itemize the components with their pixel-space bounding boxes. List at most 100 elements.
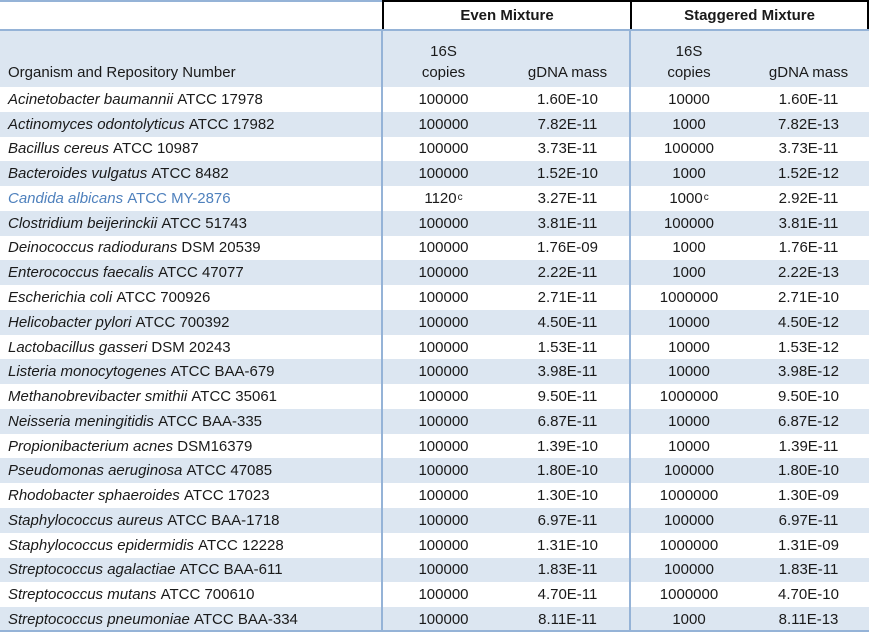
organism-column-header: Organism and Repository Number: [0, 31, 382, 87]
even-16s-copies-cell: 100000: [418, 511, 469, 529]
staggered-16s-copies-cell: 1000: [672, 239, 706, 257]
table-row: Neisseria meningitidis ATCC BAA-335 10000…: [0, 408, 869, 434]
even-gdna-mass-cell: 1.53E-11: [537, 338, 598, 356]
table-row: Streptococcus agalactiae ATCC BAA-611 100…: [0, 557, 869, 583]
even-gdna-mass-cell: 7.82E-11: [537, 115, 598, 133]
staggered-gdna-mass-cell: 1.76E-11: [778, 239, 839, 257]
staggered-16s-copies-cell: 10000: [668, 437, 710, 455]
table-row: Staphylococcus epidermidis ATCC 12228 100…: [0, 533, 869, 558]
organism-cell: Clostridium beijerinckii ATCC 51743: [8, 214, 247, 232]
group-header-even-mixture: Even Mixture: [382, 0, 630, 29]
staggered-16s-copies-cell: 10000: [668, 313, 710, 331]
even-16s-copies-cell: 100000: [418, 363, 469, 381]
organism-cell: Acinetobacter baumannii ATCC 17978: [8, 90, 263, 108]
even-16s-copies-cell: 100000: [418, 487, 469, 505]
even-16s-copies-cell: 100000: [418, 90, 469, 108]
table-row: Streptococcus pneumoniae ATCC BAA-334 100…: [0, 607, 869, 632]
organism-cell: Enterococcus faecalis ATCC 47077: [8, 264, 244, 282]
even-16s-copies-cell: 100000: [418, 140, 469, 158]
staggered-16s-copies-cell: 1000: [672, 115, 706, 133]
even-gdna-mass-cell: 1.83E-11: [537, 561, 598, 579]
staggered-16s-copies-cell: 1000 c: [669, 189, 709, 207]
table-body: Acinetobacter baumannii ATCC 17978 100000…: [0, 87, 869, 632]
table-row: Escherichia coli ATCC 700926 100000 2.71E-…: [0, 285, 869, 310]
even-16s-copies-cell: 100000: [418, 536, 469, 554]
organism-cell: Bacteroides vulgatus ATCC 8482: [8, 165, 229, 183]
even-gdna-label: gDNA mass: [527, 64, 608, 81]
even-16s-copies-cell: 1120 c: [424, 189, 463, 207]
organism-cell: Bacillus cereus ATCC 10987: [8, 140, 199, 158]
organism-name: Actinomyces odontolyticus: [8, 115, 185, 133]
even-16s-copies-cell: 100000: [418, 165, 469, 183]
staggered-gdna-mass-cell: 4.50E-12: [778, 313, 839, 331]
organism-name: Pseudomonas aeruginosa: [8, 462, 183, 480]
even-16s-copies-cell: 100000: [418, 214, 469, 232]
staggered-16s-copies-cell: 100000: [663, 140, 715, 158]
even-gdna-mass-cell: 3.98E-11: [537, 363, 598, 381]
staggered-gdna-mass-cell: 2.22E-13: [778, 264, 839, 282]
organism-cell: Rhodobacter sphaeroides ATCC 17023: [8, 487, 270, 505]
organism-name: Streptococcus agalactiae: [8, 561, 176, 579]
even-16s-copies-cell: 100000: [418, 462, 469, 480]
organism-name: Enterococcus faecalis: [8, 264, 154, 282]
staggered-16s-copies-cell: 10000: [668, 338, 710, 356]
even-16s-label: 16S: [430, 43, 457, 60]
even-gdna-mass-cell: 2.22E-11: [537, 264, 598, 282]
even-gdna-mass-cell: 1.76E-09: [537, 239, 598, 257]
table-row: Rhodobacter sphaeroides ATCC 17023 100000…: [0, 483, 869, 508]
even-gdna-mass-cell: 1.52E-10: [537, 165, 598, 183]
table-row: Deinococcus radiodurans DSM 20539 100000 1…: [0, 236, 869, 261]
organism-cell: Pseudomonas aeruginosa ATCC 47085: [8, 462, 273, 480]
staggered-gdna-mass-header: gDNA mass: [748, 31, 869, 87]
organism-name: Neisseria meningitidis: [8, 412, 154, 430]
header-divider-line: [0, 29, 869, 31]
staggered-gdna-mass-cell: 3.81E-11: [778, 214, 839, 232]
staggered-gdna-mass-cell: 1.60E-11: [778, 90, 839, 108]
organism-name: Bacteroides vulgatus: [8, 165, 148, 183]
table-row: Lactobacillus gasseri DSM 20243 100000 1.5…: [0, 335, 869, 360]
staggered-16s-copies-cell: 1000: [672, 165, 706, 183]
staggered-16s-copies-cell: 1000000: [659, 388, 719, 406]
even-16s-copies-cell: 100000: [418, 338, 469, 356]
organism-cell: Helicobacter pylori ATCC 700392: [8, 313, 230, 331]
table-row: Pseudomonas aeruginosa ATCC 47085 100000 1…: [0, 458, 869, 484]
organism-name: Deinococcus radiodurans: [8, 239, 178, 257]
even-16s-copies-cell: 100000: [418, 115, 469, 133]
even-copies-label: copies: [421, 64, 466, 81]
even-group-divider-line: [381, 31, 383, 632]
even-16s-copies-cell: 100000: [418, 239, 469, 257]
staggered-16s-copies-cell: 1000000: [659, 536, 719, 554]
staggered-16s-copies-cell: 100000: [663, 462, 715, 480]
even-16s-copies-cell: 100000: [418, 610, 469, 628]
organism-name: Streptococcus pneumoniae: [8, 610, 190, 628]
table-row: Streptococcus mutans ATCC 700610 100000 4.…: [0, 582, 869, 607]
staggered-gdna-mass-cell: 6.87E-12: [778, 412, 839, 430]
staggered-16s-copies-cell: 1000000: [659, 289, 719, 306]
organism-name: Clostridium beijerinckii: [8, 214, 158, 232]
table-row: Propionibacterium acnes DSM16379 100000 1.…: [0, 434, 869, 459]
table-row: Acinetobacter baumannii ATCC 17978 100000…: [0, 87, 869, 112]
even-gdna-mass-header: gDNA mass: [505, 31, 630, 87]
even-16s-copies-cell: 100000: [418, 586, 469, 604]
even-16s-copies-cell: 100000: [418, 561, 469, 579]
staggered-16s-copies-cell: 1000000: [659, 487, 719, 505]
staggered-gdna-mass-cell: 1.53E-12: [778, 338, 839, 356]
staggered-group-divider-line: [629, 31, 631, 632]
organism-name: Methanobrevibacter smithii: [8, 388, 188, 406]
even-gdna-mass-cell: 6.97E-11: [537, 511, 598, 529]
even-16s-copies-cell: 100000: [418, 313, 469, 331]
table-row: Methanobrevibacter smithii ATCC 35061 100…: [0, 384, 869, 409]
organism-cell: Streptococcus mutans ATCC 700610: [8, 586, 255, 604]
column-header-row: Organism and Repository Number 16S copie…: [0, 31, 869, 87]
staggered-gdna-mass-cell: 1.83E-11: [778, 561, 839, 579]
staggered-16s-copies-cell: 1000000: [659, 586, 719, 604]
staggered-gdna-mass-cell: 1.80E-10: [778, 462, 839, 480]
staggered-16s-copies-header: 16S copies: [630, 31, 748, 87]
even-gdna-mass-cell: 3.27E-11: [537, 189, 598, 207]
organism-name: Staphylococcus epidermidis: [8, 536, 194, 554]
table-row: Candida albicans ATCC MY-2876 1120 c 3.27E-…: [0, 186, 869, 211]
organism-cell: Lactobacillus gasseri DSM 20243: [8, 338, 231, 356]
organism-name: Streptococcus mutans: [8, 586, 157, 604]
even-gdna-mass-cell: 8.11E-11: [538, 610, 597, 628]
